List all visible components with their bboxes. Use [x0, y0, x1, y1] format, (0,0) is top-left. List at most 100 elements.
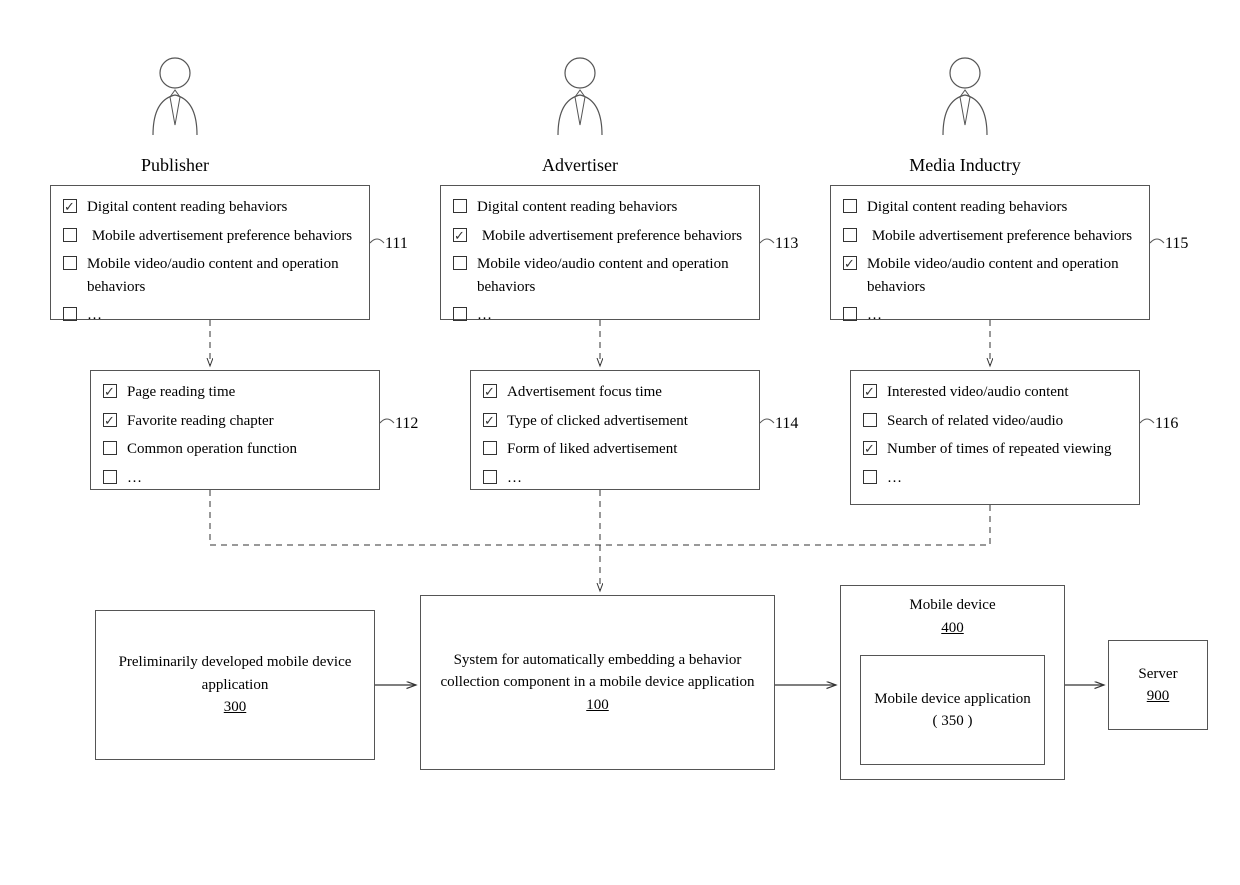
list-item: … — [483, 467, 747, 490]
mobile-app-num: ( 350 ) — [933, 710, 973, 733]
item-text: … — [87, 304, 357, 327]
checkbox-icon — [863, 413, 877, 427]
mobile-app-label: Mobile device application — [874, 688, 1031, 711]
checkbox-checked-icon — [863, 384, 877, 398]
item-text: Digital content reading behaviors — [87, 196, 357, 219]
diagram-canvas: Publisher Advertiser Media Inductry Digi… — [0, 0, 1240, 885]
publisher-upper-box: Digital content reading behaviors Mobile… — [50, 185, 370, 320]
checkbox-icon — [63, 256, 77, 270]
checkbox-icon — [453, 199, 467, 213]
item-text: Form of liked advertisement — [507, 438, 747, 461]
checkbox-checked-icon — [863, 441, 877, 455]
mobile-device-label: Mobile device — [909, 594, 995, 617]
checkbox-checked-icon — [843, 256, 857, 270]
prelim-app-box: Preliminarily developed mobile device ap… — [95, 610, 375, 760]
prelim-app-num: 300 — [224, 696, 247, 719]
list-item: Favorite reading chapter — [103, 410, 367, 433]
item-text: … — [867, 304, 1137, 327]
checkbox-icon — [453, 307, 467, 321]
list-item: Mobile advertisement preference behavior… — [453, 225, 747, 248]
mobile-app-box: Mobile device application ( 350 ) — [860, 655, 1045, 765]
list-item: Search of related video/audio — [863, 410, 1127, 433]
media-person-icon — [935, 55, 995, 135]
checkbox-checked-icon — [483, 384, 497, 398]
list-item: Page reading time — [103, 381, 367, 404]
list-item: Mobile video/audio content and operation… — [63, 253, 357, 298]
checkbox-icon — [63, 307, 77, 321]
advertiser-lower-box: Advertisement focus time Type of clicked… — [470, 370, 760, 490]
checkbox-icon — [453, 256, 467, 270]
item-text: Search of related video/audio — [887, 410, 1127, 433]
item-text: Mobile advertisement preference behavior… — [867, 225, 1137, 248]
list-item: Number of times of repeated viewing — [863, 438, 1127, 461]
list-item: Mobile advertisement preference behavior… — [63, 225, 357, 248]
item-text: … — [477, 304, 747, 327]
item-text: Mobile video/audio content and operation… — [87, 253, 357, 298]
list-item: Mobile advertisement preference behavior… — [843, 225, 1137, 248]
list-item: … — [863, 467, 1127, 490]
item-text: Digital content reading behaviors — [477, 196, 747, 219]
ref-114: 114 — [775, 415, 798, 433]
item-text: Number of times of repeated viewing — [887, 438, 1127, 461]
publisher-label: Publisher — [141, 155, 209, 176]
list-item: Digital content reading behaviors — [453, 196, 747, 219]
advertiser-person-icon — [550, 55, 610, 135]
item-text: … — [507, 467, 747, 490]
list-item: Advertisement focus time — [483, 381, 747, 404]
item-text: Digital content reading behaviors — [867, 196, 1137, 219]
item-text: Advertisement focus time — [507, 381, 747, 404]
list-item: Mobile video/audio content and operation… — [453, 253, 747, 298]
mobile-device-num: 400 — [941, 617, 964, 640]
item-text: … — [887, 467, 1127, 490]
item-text: Favorite reading chapter — [127, 410, 367, 433]
item-text: Common operation function — [127, 438, 367, 461]
list-item: … — [453, 304, 747, 327]
checkbox-checked-icon — [103, 413, 117, 427]
checkbox-checked-icon — [453, 228, 467, 242]
checkbox-checked-icon — [483, 413, 497, 427]
checkbox-checked-icon — [103, 384, 117, 398]
checkbox-icon — [863, 470, 877, 484]
item-text: … — [127, 467, 367, 490]
checkbox-icon — [483, 470, 497, 484]
item-text: Page reading time — [127, 381, 367, 404]
checkbox-icon — [63, 228, 77, 242]
media-upper-box: Digital content reading behaviors Mobile… — [830, 185, 1150, 320]
item-text: Mobile video/audio content and operation… — [477, 253, 747, 298]
item-text: Interested video/audio content — [887, 381, 1127, 404]
list-item: … — [843, 304, 1137, 327]
list-item: Type of clicked advertisement — [483, 410, 747, 433]
item-text: Mobile advertisement preference behavior… — [477, 225, 747, 248]
list-item: Form of liked advertisement — [483, 438, 747, 461]
item-text: Mobile advertisement preference behavior… — [87, 225, 357, 248]
publisher-lower-box: Page reading time Favorite reading chapt… — [90, 370, 380, 490]
publisher-person-icon — [145, 55, 205, 135]
checkbox-icon — [103, 470, 117, 484]
checkbox-icon — [103, 441, 117, 455]
system-text: System for automatically embedding a beh… — [433, 649, 762, 694]
server-box: Server 900 — [1108, 640, 1208, 730]
list-item: Mobile video/audio content and operation… — [843, 253, 1137, 298]
list-item: Interested video/audio content — [863, 381, 1127, 404]
checkbox-icon — [843, 307, 857, 321]
list-item: Common operation function — [103, 438, 367, 461]
media-lower-box: Interested video/audio content Search of… — [850, 370, 1140, 505]
checkbox-icon — [483, 441, 497, 455]
checkbox-icon — [843, 228, 857, 242]
advertiser-upper-box: Digital content reading behaviors Mobile… — [440, 185, 760, 320]
ref-116: 116 — [1155, 415, 1178, 433]
media-label: Media Inductry — [909, 155, 1020, 176]
ref-112: 112 — [395, 415, 418, 433]
ref-115: 115 — [1165, 235, 1188, 253]
prelim-app-text: Preliminarily developed mobile device ap… — [108, 651, 362, 696]
server-num: 900 — [1147, 685, 1170, 708]
list-item: … — [103, 467, 367, 490]
list-item: Digital content reading behaviors — [843, 196, 1137, 219]
ref-111: 111 — [385, 235, 408, 253]
ref-113: 113 — [775, 235, 798, 253]
checkbox-checked-icon — [63, 199, 77, 213]
list-item: … — [63, 304, 357, 327]
item-text: Type of clicked advertisement — [507, 410, 747, 433]
list-item: Digital content reading behaviors — [63, 196, 357, 219]
advertiser-label: Advertiser — [542, 155, 618, 176]
